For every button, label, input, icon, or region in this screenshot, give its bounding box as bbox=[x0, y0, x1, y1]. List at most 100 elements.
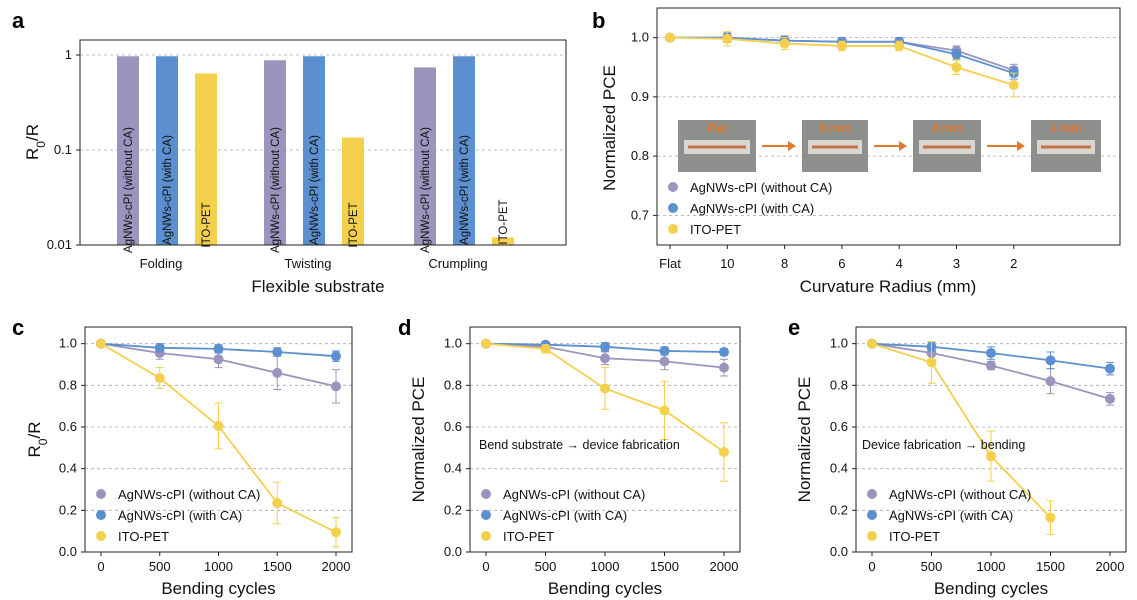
panel-letter-d: d bbox=[398, 315, 411, 340]
panel-e-point bbox=[1105, 363, 1115, 374]
panel-letter-c: c bbox=[12, 315, 24, 340]
panel-b-ylabel: Normalized PCE bbox=[600, 65, 619, 191]
panel-e-xtick-label: 500 bbox=[921, 559, 943, 574]
panel-a-bar bbox=[195, 73, 217, 245]
panel-b-xtick-label: 10 bbox=[720, 256, 734, 271]
panel-e-legend-label: AgNWs-cPI (without CA) bbox=[889, 487, 1031, 502]
panel-b-point bbox=[951, 62, 962, 73]
panel-c-point bbox=[331, 527, 341, 538]
panel-e-xtick-label: 0 bbox=[868, 559, 875, 574]
panel-a-bar-label: AgNWs-cPI (with CA) bbox=[459, 135, 471, 245]
panel-e-ytick-label: 1.0 bbox=[830, 336, 848, 351]
panel-c-ytick-label: 0.2 bbox=[59, 502, 77, 517]
panel-d-xtick-label: 500 bbox=[535, 559, 557, 574]
panel-a-bar bbox=[342, 137, 364, 245]
panel-a-ylabel: R0/R bbox=[23, 124, 48, 160]
panel-e-point bbox=[1105, 393, 1115, 404]
panel-d-legend-label: AgNWs-cPI (with CA) bbox=[503, 508, 627, 523]
panel-e-xtick-label: 2000 bbox=[1096, 559, 1125, 574]
panel-e-legend-label: AgNWs-cPI (with CA) bbox=[889, 508, 1013, 523]
panel-a-bar-label: AgNWs-cPI (with CA) bbox=[162, 135, 174, 245]
panel-c-point bbox=[96, 338, 106, 349]
panel-b-point bbox=[894, 40, 905, 51]
panel-d-ylabel: Normalized PCE bbox=[409, 377, 428, 503]
panel-c-point bbox=[272, 347, 283, 357]
panel-letter-e: e bbox=[788, 315, 800, 340]
panel-a-bar bbox=[156, 56, 178, 245]
panel-e-frame bbox=[855, 326, 1127, 553]
panel-c-point bbox=[154, 373, 165, 384]
panel-c-point bbox=[272, 498, 283, 509]
panel-e-series-line bbox=[871, 342, 1052, 519]
panel-b-legend-marker bbox=[668, 203, 678, 213]
panel-e-xtick-label: 1500 bbox=[1036, 559, 1065, 574]
panel-c-legend-marker bbox=[96, 489, 106, 499]
panel-b-xtick-label: 4 bbox=[896, 256, 903, 271]
panel-e-legend-marker bbox=[867, 531, 877, 541]
panel-c-ylabel: R0/R bbox=[25, 422, 50, 458]
panel-a-ylabel-main: R bbox=[23, 148, 42, 160]
panel-b-xtick-label: Flat bbox=[659, 256, 681, 271]
panel-a-xlabel: Flexible substrate bbox=[251, 277, 384, 296]
panel-d-point bbox=[719, 347, 729, 357]
panel-d-point bbox=[719, 447, 729, 457]
panel-c-point bbox=[213, 354, 224, 365]
panel-c-point bbox=[272, 367, 283, 378]
panel-b-photo-label: 8 mm bbox=[819, 121, 850, 135]
panel-c-point bbox=[331, 351, 341, 362]
panel-a-bar bbox=[492, 237, 514, 245]
panel-a-ylabel-tail: /R bbox=[23, 124, 42, 141]
panel-d-ytick-label: 1.0 bbox=[444, 336, 462, 351]
panel-b-xtick-label: 2 bbox=[1010, 256, 1017, 271]
panel-c-ytick-label: 0.8 bbox=[59, 377, 77, 392]
panel-e-point bbox=[926, 357, 937, 368]
panel-c-xlabel: Bending cycles bbox=[161, 579, 275, 598]
panel-a-category-label: Crumpling bbox=[428, 256, 487, 271]
panel-b-xlabel: Curvature Radius (mm) bbox=[800, 277, 977, 296]
panel-b-legend-label: AgNWs-cPI (without CA) bbox=[690, 180, 832, 195]
panel-a-bar bbox=[264, 60, 286, 246]
panel-d-ytick-label: 0.0 bbox=[444, 544, 462, 559]
panel-b-ytick-label: 0.7 bbox=[631, 207, 649, 222]
panel-a-bar bbox=[303, 56, 325, 245]
panel-a-frame bbox=[79, 39, 567, 246]
panel-b-arrow-head bbox=[899, 141, 907, 151]
panel-a-bar bbox=[414, 67, 436, 245]
panel-e-point bbox=[1045, 376, 1056, 387]
panel-c-point bbox=[213, 420, 224, 431]
panel-e-legend-marker bbox=[867, 489, 877, 499]
panel-e-ytick-label: 0.6 bbox=[830, 419, 848, 434]
panel-e-point bbox=[1045, 512, 1056, 523]
panel-d-xtick-label: 1000 bbox=[591, 559, 620, 574]
panel-c-legend-marker bbox=[96, 531, 106, 541]
panel-b-legend-marker bbox=[668, 224, 678, 234]
panel-a-bar bbox=[453, 56, 475, 245]
panel-c-frame bbox=[84, 326, 353, 553]
panel-d-point bbox=[659, 345, 670, 356]
panel-e-xlabel: Bending cycles bbox=[934, 579, 1048, 598]
panel-e-legend-label: ITO-PET bbox=[889, 529, 940, 544]
panel-a-category-label: Twisting bbox=[285, 256, 332, 271]
panel-c-point bbox=[331, 381, 341, 392]
panel-c-point bbox=[154, 342, 165, 353]
panel-c-legend-label: AgNWs-cPI (with CA) bbox=[118, 508, 242, 523]
panel-a-bar-label: AgNWs-cPI (without CA) bbox=[270, 127, 282, 253]
panel-a-ylabel-sub: 0 bbox=[34, 141, 48, 148]
panel-d-legend-marker bbox=[481, 531, 491, 541]
panel-b-point bbox=[779, 38, 790, 49]
panel-b-ytick-label: 1.0 bbox=[631, 30, 649, 45]
panel-e-point bbox=[986, 451, 996, 462]
panel-e-xtick-label: 1000 bbox=[977, 559, 1006, 574]
panel-b-xtick-label: 6 bbox=[838, 256, 845, 271]
panel-letter-a: a bbox=[12, 8, 25, 33]
panel-a-bar-label: AgNWs-cPI (without CA) bbox=[123, 127, 135, 253]
panel-b-ytick-label: 0.8 bbox=[631, 148, 649, 163]
panel-b-point bbox=[951, 49, 962, 60]
panel-e-ytick-label: 0.2 bbox=[830, 502, 848, 517]
panel-c-xtick-label: 2000 bbox=[322, 559, 351, 574]
panel-d-ytick-label: 0.8 bbox=[444, 377, 462, 392]
panel-c-xtick-label: 1000 bbox=[204, 559, 233, 574]
panel-d-point bbox=[659, 356, 670, 367]
panel-c-point bbox=[213, 343, 224, 354]
panel-e-ylabel: Normalized PCE bbox=[795, 377, 814, 503]
